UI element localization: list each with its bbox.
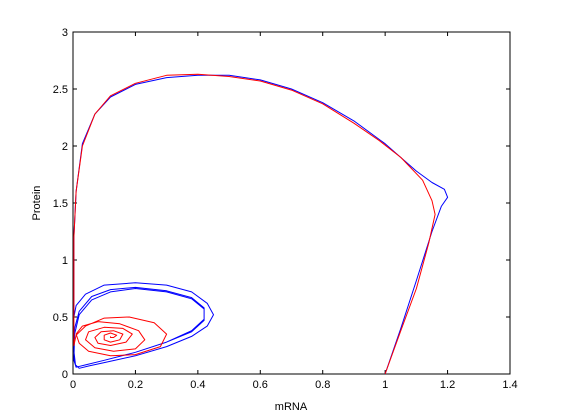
y-tick-label: 2 <box>62 141 68 153</box>
series-line-red <box>73 73 436 375</box>
x-axis-label: mRNA <box>275 401 308 413</box>
series-line-blue <box>73 74 449 375</box>
x-tick-label: 0.8 <box>315 379 330 391</box>
x-tick-label: 0.6 <box>253 379 268 391</box>
y-tick-label: 0.5 <box>53 312 68 324</box>
y-axis-label: Protein <box>31 186 43 221</box>
x-tick-label: 0.4 <box>190 379 205 391</box>
x-tick-label: 0.2 <box>128 379 143 391</box>
y-tick-label: 1 <box>62 255 68 267</box>
x-tick-label: 1 <box>382 379 388 391</box>
x-tick-label: 1.2 <box>440 379 455 391</box>
axis-ticks: 0 0.2 0.4 0.6 0.8 1 1.2 1.4 0 0.5 1 1.5 2 2.5 3 <box>53 27 518 391</box>
series-layer <box>73 73 449 375</box>
y-tick-label: 2.5 <box>53 84 68 96</box>
y-tick-label: 0 <box>62 369 68 381</box>
y-tick-label: 3 <box>62 27 68 39</box>
y-tick-label: 1.5 <box>53 198 68 210</box>
x-tick-label: 1.4 <box>502 379 517 391</box>
x-tick-label: 0 <box>70 379 76 391</box>
